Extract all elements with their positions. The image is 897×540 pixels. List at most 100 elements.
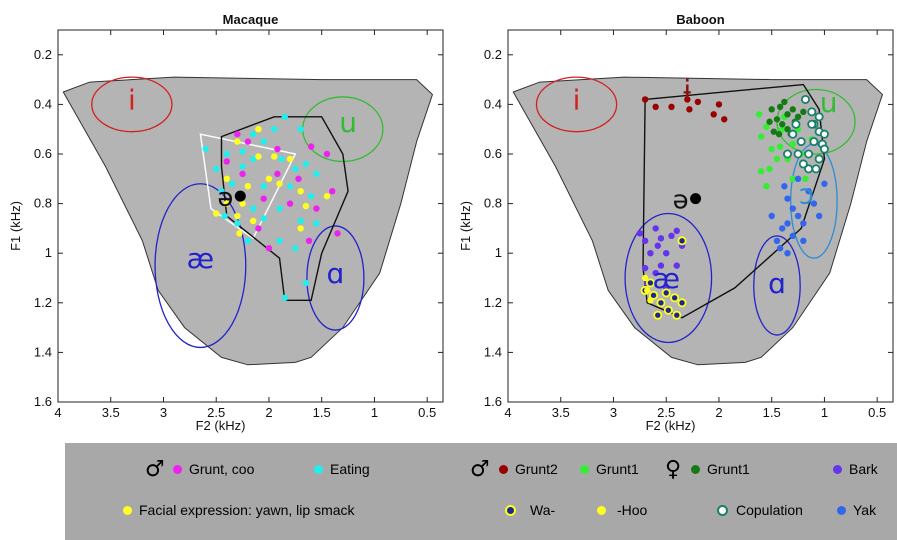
data-point [297,217,304,225]
vowel-label: i [128,83,136,116]
y-tick-label: 0.2 [484,47,502,62]
data-point [234,130,241,138]
data-point [657,262,665,269]
data-point [244,237,252,244]
y-tick-label: 1.2 [484,295,502,310]
data-point [779,121,786,128]
legend-label-hoo: -Hoo [617,502,648,518]
legend-marker-grunt2 [499,465,508,474]
data-point [271,126,278,133]
data-point [647,297,654,304]
data-point [776,143,784,150]
y-axis-label: F1 (kHz) [458,201,473,251]
data-point [763,123,770,130]
vowel-ellipse- [624,212,713,344]
data-point [228,180,236,187]
data-point [673,227,680,235]
x-tick-label: 1.5 [763,405,781,420]
data-point [641,264,649,272]
data-point [794,113,802,121]
data-point [249,217,257,225]
data-point [641,237,649,244]
data-point [313,170,320,178]
vowel-charts: 4 3.5 3 2.5 2 1.5 1 0.5 0.2 0.4 0.6 0.8 1 1.2 1.4 1.6 Ma… [8,12,894,433]
x-tick-label: 3 [610,405,617,420]
data-point [807,107,817,117]
data-point [239,148,246,155]
series-grunt2 [641,96,728,123]
data-point [223,200,230,207]
data-point [757,133,765,140]
data-point [773,155,781,163]
data-point [281,294,288,302]
data-point [213,165,220,173]
data-point [800,108,807,116]
schwa-dot [234,190,246,202]
data-point [249,130,257,138]
data-point [641,96,649,103]
data-point [789,140,796,148]
y-tick-label: 0.2 [34,47,52,62]
data-point [649,290,659,300]
data-point [641,274,649,282]
data-point [334,230,341,237]
data-point [244,138,252,145]
data-point [763,183,770,190]
vowel-space-polygon [512,76,884,366]
data-point [286,183,294,190]
vowel-ellipse-i [91,76,173,133]
male-symbol: ♂ [145,457,165,482]
data-point [236,230,243,237]
legend-marker-wa [505,505,516,516]
data-point [234,212,241,220]
y-tick-label: 0.8 [484,196,502,211]
x-tick-label: 3.5 [102,405,120,420]
male-symbol-baboon: ♂ [470,457,490,482]
chart-title: Macaque [223,12,279,27]
data-point [800,94,810,104]
data-point [783,149,793,159]
data-point [645,278,655,288]
data-point [265,245,273,252]
data-point [710,111,717,118]
data-point [694,98,702,106]
data-point [305,237,313,244]
data-point [789,205,796,212]
data-point [805,188,812,195]
x-axis-label: F2 (kHz) [646,418,696,433]
x-tick-label: 1 [371,405,378,420]
chart-title: Baboon [676,12,724,27]
x-axis-label: F2 (kHz) [196,418,246,433]
data-point [260,183,267,190]
x-tick-label: 0.5 [418,405,436,420]
legend-label-eating: Eating [330,461,370,477]
data-point [776,103,784,111]
y-tick-label: 0.8 [34,196,52,211]
y-tick-label: 1.6 [34,394,52,409]
data-point [789,175,796,182]
x-tick-label: 2.5 [657,405,675,420]
data-point [255,126,262,133]
data-point [657,235,665,242]
data-point [804,164,814,174]
data-point [653,310,663,320]
series-grunt-coo [223,130,341,252]
series-eating [202,113,320,302]
data-point [260,195,267,202]
data-point [636,230,644,237]
legend-marker-bark [833,465,842,474]
legend: ♂ Grunt, coo Eating Facial expression: y… [65,443,897,540]
data-point [274,145,281,153]
y-tick-label: 0.6 [484,146,502,161]
baboon-chart: 4 3.5 3 2.5 2 1.5 1 0.5 0.2 0.4 0.6 0.8 1 1.2 1.4 1.6 Ba… [458,12,894,433]
vowel-label: ɑ [327,257,345,290]
legend-marker-yak [837,506,846,515]
data-point [677,236,687,246]
data-point [668,103,675,111]
data-point [297,126,304,133]
data-point [255,225,262,232]
data-point [721,116,728,123]
data-point [302,279,310,287]
data-point [781,183,788,190]
x-tick-label: 1 [821,405,828,420]
